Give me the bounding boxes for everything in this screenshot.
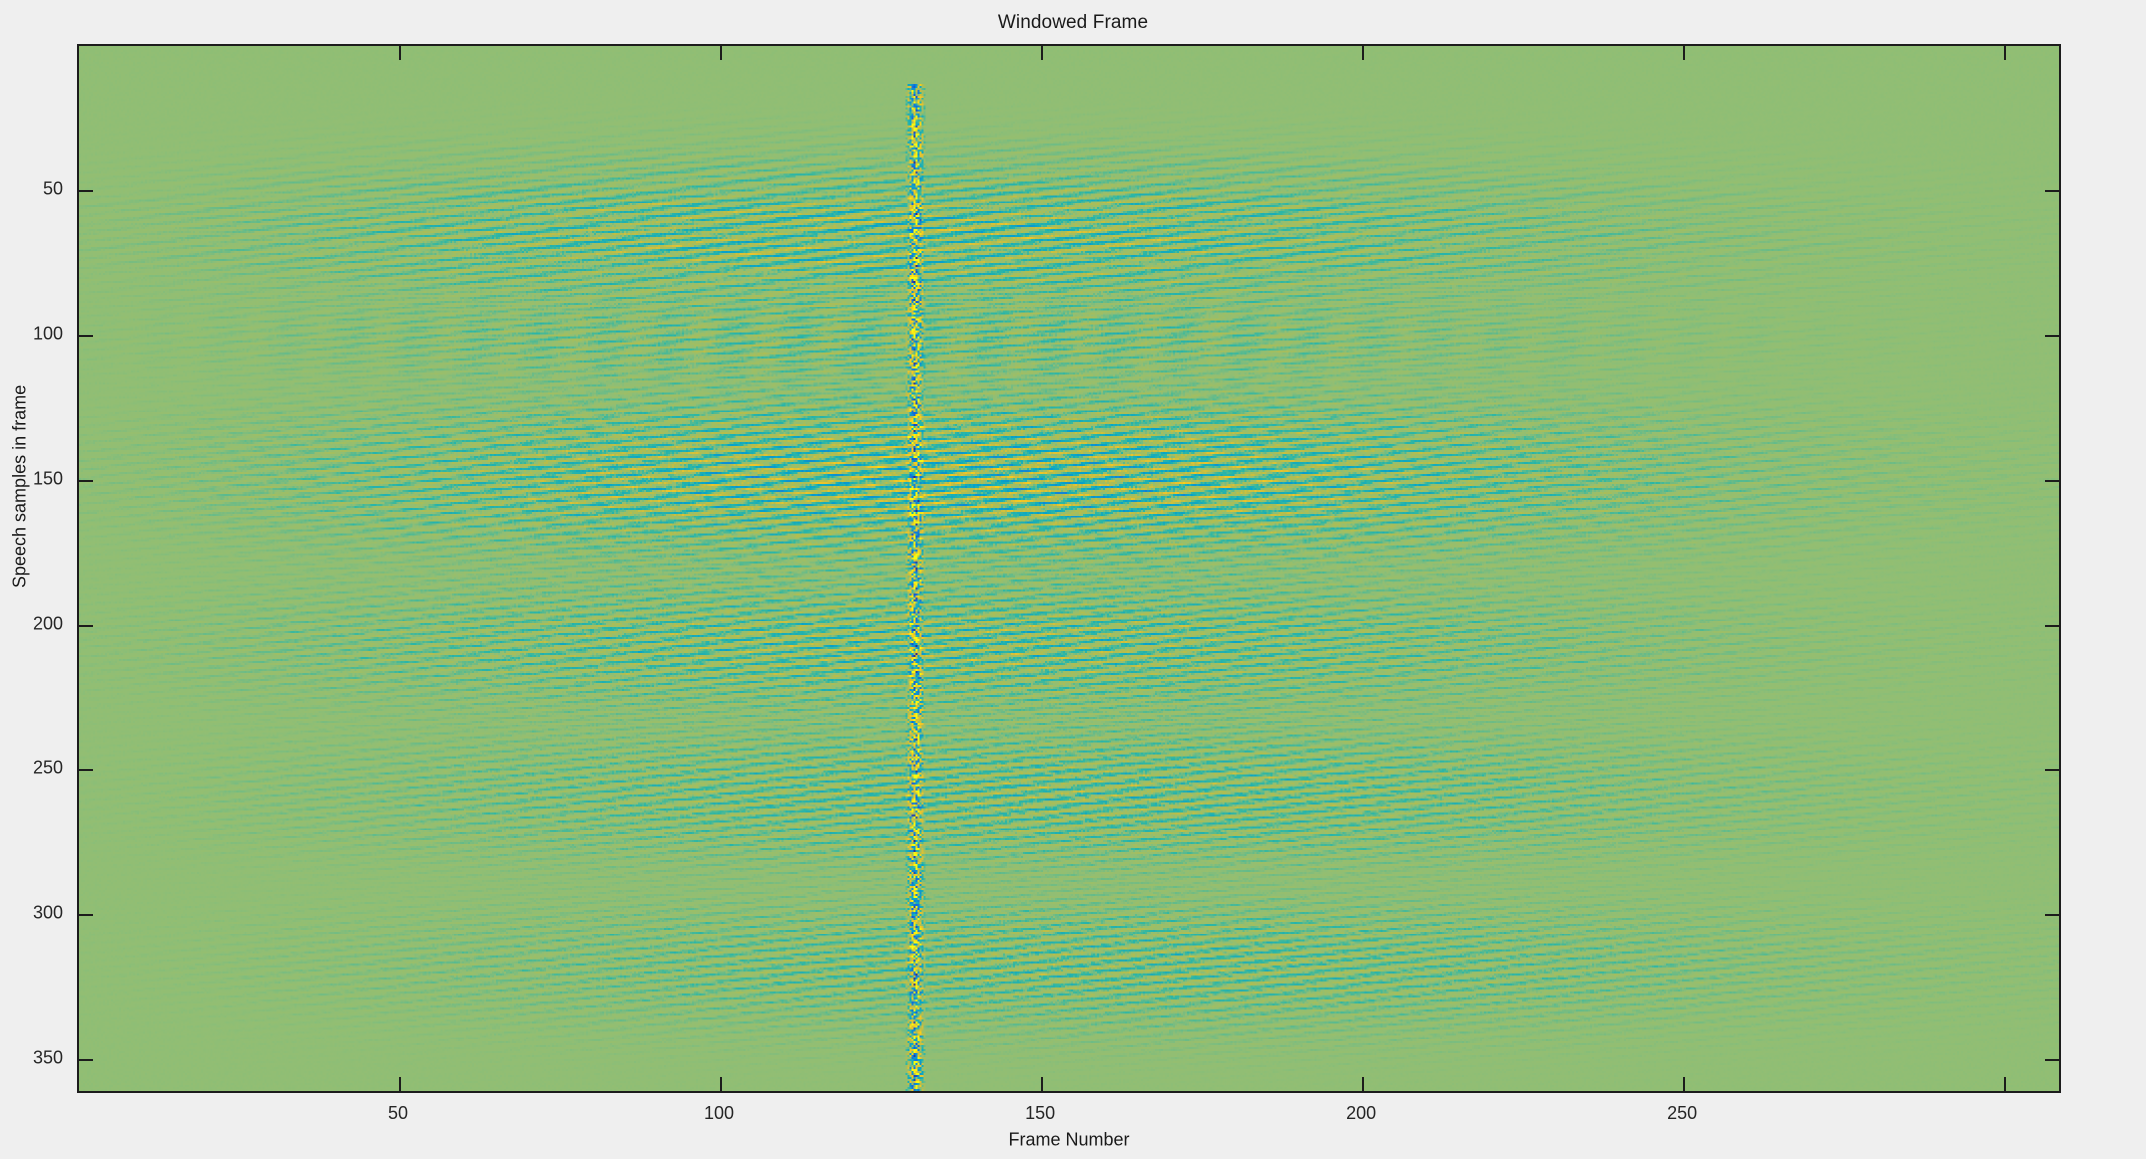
y-axis-ticklabel: 50 <box>42 178 63 199</box>
y-axis-tick <box>79 624 93 627</box>
x-axis-tick <box>720 46 723 60</box>
y-axis-tick <box>79 189 93 192</box>
y-axis-tick <box>79 914 93 917</box>
y-axis-tick <box>2045 624 2059 627</box>
x-axis-tick <box>1041 1077 1044 1091</box>
y-axis-ticklabel: 350 <box>32 1047 63 1068</box>
x-axis-tick <box>1041 46 1044 60</box>
x-axis-ticklabel: 50 <box>388 1103 409 1123</box>
x-axis-tick <box>399 1077 402 1091</box>
x-axis-tick <box>720 1077 723 1091</box>
page-title: Windowed Frame <box>997 12 1149 33</box>
heatmap-axes[interactable] <box>77 44 2061 1093</box>
heatmap-image <box>79 46 2059 1091</box>
y-axis-tick <box>2045 769 2059 772</box>
x-axis-tick <box>1683 46 1686 60</box>
y-axis-tick <box>79 334 93 337</box>
y-axis-tick <box>79 769 93 772</box>
x-axis-tick <box>399 46 402 60</box>
x-axis-label: Frame Number <box>1008 1129 1130 1150</box>
y-axis-ticklabel: 300 <box>32 902 63 923</box>
x-axis-tick <box>2004 1077 2007 1091</box>
y-axis-tick <box>79 1059 93 1062</box>
y-axis-tick <box>2045 189 2059 192</box>
y-axis-ticklabel: 100 <box>32 323 63 344</box>
x-axis-tick <box>1362 46 1365 60</box>
x-axis-ticklabel: 250 <box>1667 1103 1698 1123</box>
x-axis-tick <box>1362 1077 1365 1091</box>
y-axis-ticklabel: 150 <box>32 468 63 489</box>
x-axis-ticklabel: 200 <box>1346 1103 1377 1123</box>
x-axis-tick <box>2004 46 2007 60</box>
y-axis-ticklabel: 250 <box>32 757 63 778</box>
y-axis-tick <box>2045 1059 2059 1062</box>
y-axis-tick <box>2045 479 2059 482</box>
y-axis-tick <box>79 479 93 482</box>
y-axis-ticklabel: 200 <box>32 613 63 634</box>
x-axis-ticklabel: 150 <box>1025 1103 1056 1123</box>
x-axis-tick <box>1683 1077 1686 1091</box>
y-axis-tick <box>2045 914 2059 917</box>
x-axis-ticklabel: 100 <box>704 1103 735 1123</box>
y-axis-label: Speech samples in frame <box>9 384 30 588</box>
y-axis-tick <box>2045 334 2059 337</box>
